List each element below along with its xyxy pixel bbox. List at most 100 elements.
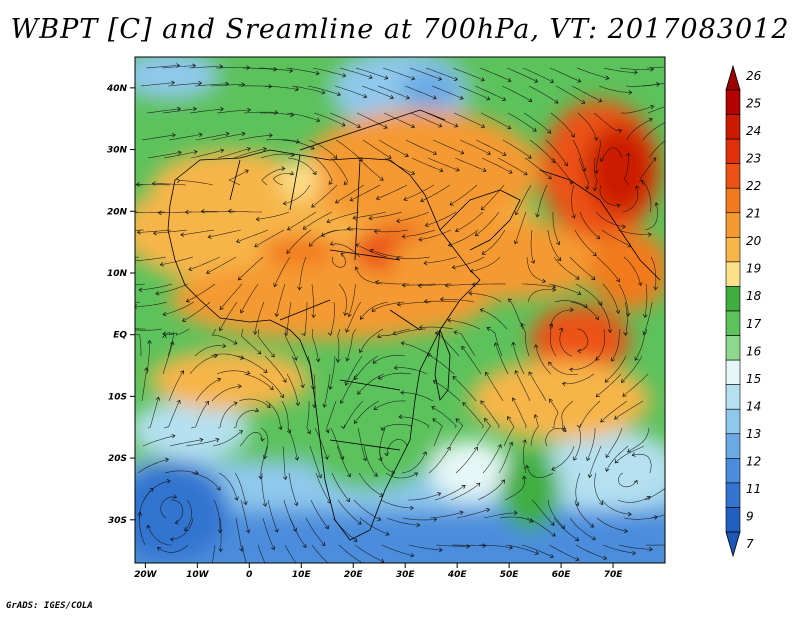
streamline bbox=[405, 139, 437, 155]
streamline-arrow bbox=[461, 485, 466, 489]
streamline-arrow bbox=[217, 377, 222, 383]
streamline-arrow bbox=[501, 96, 507, 101]
streamline-arrow bbox=[595, 393, 600, 398]
streamline bbox=[162, 341, 174, 375]
streamline-arrow bbox=[329, 241, 335, 246]
streamline bbox=[286, 112, 320, 122]
streamline bbox=[427, 157, 460, 171]
streamline-arrow bbox=[270, 353, 275, 358]
streamline-arrow bbox=[405, 95, 410, 100]
streamline-arrow bbox=[377, 333, 382, 338]
streamline-arrow bbox=[344, 381, 349, 386]
streamline-arrow bbox=[561, 381, 567, 387]
streamline bbox=[357, 157, 384, 181]
colorbar-swatch bbox=[725, 114, 741, 140]
streamline bbox=[515, 184, 532, 215]
streamline bbox=[272, 173, 294, 186]
streamline-arrow bbox=[522, 475, 527, 480]
streamline-arrow bbox=[225, 131, 230, 137]
streamline-arrow bbox=[583, 303, 588, 308]
streamline bbox=[572, 139, 586, 172]
streamline-arrow bbox=[522, 439, 527, 444]
streamline-arrow bbox=[561, 425, 566, 430]
streamline-arrow bbox=[106, 300, 109, 304]
streamline bbox=[595, 211, 626, 228]
lat-label: 40N bbox=[106, 84, 128, 94]
streamline bbox=[522, 283, 556, 288]
streamline bbox=[283, 184, 311, 205]
streamline bbox=[377, 85, 410, 99]
streamline bbox=[260, 427, 269, 459]
streamline bbox=[162, 328, 190, 336]
streamline-arrow bbox=[295, 139, 300, 144]
streamline bbox=[218, 472, 238, 501]
streamline-arrow bbox=[171, 80, 176, 86]
streamline-arrow bbox=[310, 145, 315, 150]
streamline bbox=[647, 106, 665, 114]
streamline-arrow bbox=[321, 542, 326, 547]
streamline bbox=[478, 544, 513, 549]
streamline-arrow bbox=[273, 67, 278, 72]
streamline-arrow bbox=[171, 132, 176, 138]
streamline-arrow bbox=[262, 455, 268, 460]
streamline bbox=[449, 418, 464, 447]
streamline-arrow bbox=[420, 198, 425, 203]
streamline bbox=[238, 256, 264, 281]
streamline bbox=[575, 472, 581, 506]
colorbar-swatch bbox=[725, 359, 741, 385]
streamline bbox=[189, 108, 224, 114]
streamline-arrow bbox=[493, 342, 499, 347]
streamline-arrow bbox=[289, 68, 294, 73]
streamline-arrow bbox=[309, 242, 314, 247]
streamline-arrow bbox=[627, 448, 632, 453]
colorbar-swatch bbox=[725, 286, 741, 312]
streamline bbox=[265, 400, 282, 430]
streamline bbox=[346, 328, 357, 361]
streamline-arrow bbox=[240, 355, 245, 360]
streamline-arrow bbox=[166, 478, 171, 484]
streamline bbox=[338, 283, 347, 316]
streamline-arrow bbox=[480, 77, 485, 82]
streamline-arrow bbox=[547, 175, 552, 180]
streamline-arrow bbox=[236, 238, 241, 244]
streamline bbox=[288, 472, 298, 506]
streamline bbox=[571, 85, 602, 102]
streamline-arrow bbox=[533, 344, 539, 349]
streamline bbox=[440, 298, 475, 303]
streamline bbox=[331, 472, 350, 502]
streamline-arrow bbox=[551, 284, 557, 289]
streamline bbox=[256, 211, 290, 220]
streamline-arrow bbox=[357, 520, 362, 525]
colorbar-label: 12 bbox=[746, 454, 761, 468]
streamline-arrow bbox=[217, 529, 223, 534]
streamline-arrow bbox=[426, 353, 431, 358]
streamline-arrow bbox=[513, 510, 518, 516]
streamline-arrow bbox=[352, 215, 357, 220]
streamline bbox=[480, 309, 508, 330]
streamline bbox=[386, 517, 420, 526]
streamline bbox=[286, 229, 312, 254]
streamline bbox=[147, 397, 159, 429]
streamline bbox=[217, 402, 238, 429]
streamline bbox=[524, 157, 552, 180]
streamline bbox=[574, 229, 597, 257]
streamline bbox=[261, 168, 285, 186]
streamline-arrow bbox=[159, 262, 164, 267]
streamline bbox=[594, 472, 604, 505]
streamline-arrow bbox=[541, 278, 547, 284]
streamline bbox=[212, 430, 243, 447]
streamline-arrow bbox=[548, 323, 554, 328]
streamline-arrow bbox=[400, 341, 405, 346]
streamline-arrow bbox=[368, 74, 373, 80]
streamline bbox=[208, 229, 242, 238]
streamline bbox=[606, 445, 629, 472]
colorbar-swatch bbox=[725, 433, 741, 459]
streamline-arrow bbox=[216, 486, 221, 491]
streamline-arrow bbox=[177, 150, 182, 155]
colorbar-label: 9 bbox=[746, 509, 754, 523]
streamline-arrow bbox=[306, 430, 312, 435]
streamline bbox=[136, 184, 171, 186]
streamline bbox=[261, 472, 266, 507]
streamline-arrow bbox=[551, 466, 556, 471]
